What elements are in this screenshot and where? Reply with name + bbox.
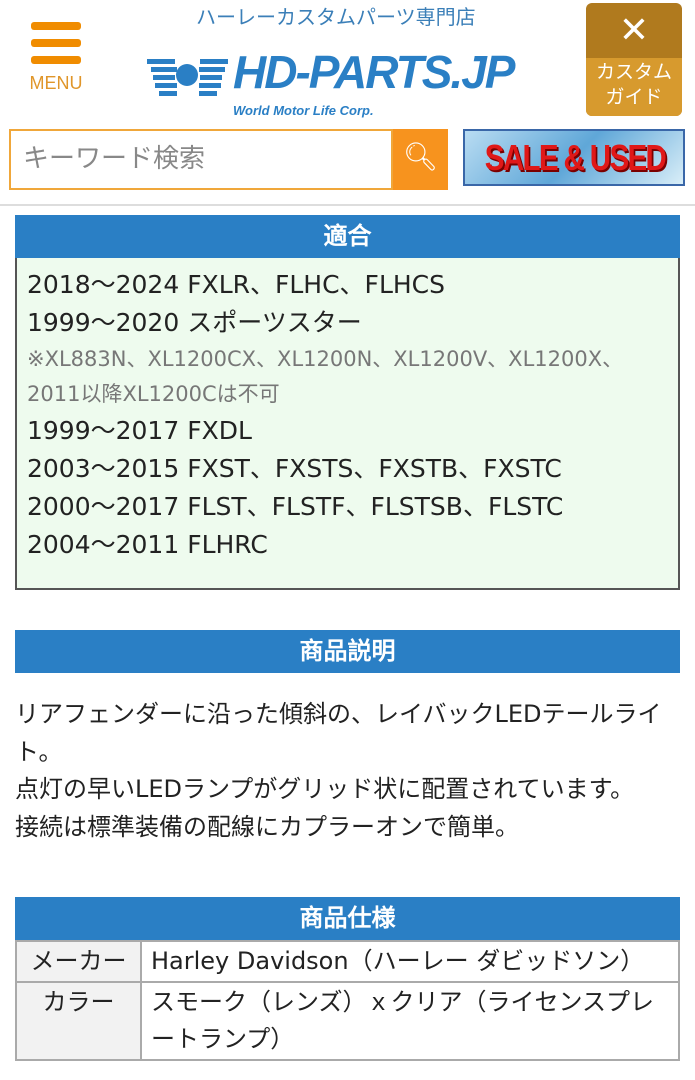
spec-table: メーカー Harley Davidson（ハーレー ダビッドソン） カラー スモーク… — [15, 940, 680, 1061]
search-input[interactable]: キーワード検索 — [9, 129, 393, 190]
logo-subtext: World Motor Life Corp. — [233, 103, 374, 118]
fitment-line: 2003〜2015 FXST、FXSTS、FXSTB、FXSTC — [27, 454, 562, 483]
custom-guide-button[interactable]: ✕ カスタムガイド — [586, 3, 682, 116]
spec-value: スモーク（レンズ）ｘクリア（ライセンスプレートランプ） — [140, 981, 680, 1061]
fitment-line: 1999〜2017 FXDL — [27, 416, 252, 445]
search-icon: 🔍︎ — [402, 140, 439, 173]
description-paragraph: 接続は標準装備の配線にカプラーオンで簡単。 — [15, 812, 519, 841]
description-text: リアフェンダーに沿った傾斜の、レイバックLEDテールライト。 点灯の早いLEDラ… — [15, 696, 680, 846]
fitment-section: 適合 2018〜2024 FXLR、FLHC、FLHCS 1999〜2020 ス… — [15, 215, 680, 590]
site-logo[interactable]: HD-PARTS.JP World Motor Life Corp. — [145, 45, 565, 120]
tagline: ハーレーカスタムパーツ専門店 — [196, 5, 476, 29]
logo-text: HD-PARTS.JP — [233, 46, 515, 98]
site-header: MENU ハーレーカスタムパーツ専門店 HD-PARTS.JP World Mo… — [0, 0, 695, 206]
sale-used-banner[interactable]: SALE & USED — [463, 129, 685, 186]
description-title: 商品説明 — [15, 630, 680, 673]
spec-value: Harley Davidson（ハーレー ダビッドソン） — [140, 940, 680, 983]
guide-label-1: カスタム — [595, 61, 672, 83]
description-paragraph: 点灯の早いLEDランプがグリッド状に配置されています。 — [15, 775, 635, 803]
sale-used-banner-text: SALE & USED — [484, 137, 667, 178]
spec-title: 商品仕様 — [15, 897, 680, 940]
fitment-line: 2018〜2024 FXLR、FLHC、FLHCS — [27, 270, 445, 299]
menu-button[interactable]: MENU — [28, 22, 84, 93]
table-row: カラー スモーク（レンズ）ｘクリア（ライセンスプレートランプ） — [15, 981, 680, 1061]
tools-icon: ✕ — [618, 10, 650, 51]
fitment-line: 2000〜2017 FLST、FLSTF、FLSTSB、FLSTC — [27, 492, 564, 521]
spec-key: メーカー — [15, 940, 142, 983]
fitment-line: 2004〜2011 FLHRC — [27, 530, 268, 559]
guide-label-2: ガイド — [605, 86, 663, 108]
search-button[interactable]: 🔍︎ — [393, 129, 448, 190]
hamburger-icon-bar — [31, 39, 81, 47]
spec-section: 商品仕様 メーカー Harley Davidson（ハーレー ダビッドソン） カラ… — [15, 897, 680, 1061]
fitment-title: 適合 — [15, 215, 680, 258]
hamburger-icon-bar — [31, 56, 81, 64]
hamburger-icon — [31, 22, 81, 30]
menu-label: MENU — [29, 73, 83, 93]
description-section: 商品説明 — [15, 630, 680, 673]
logo-wing-icon — [147, 59, 228, 96]
description-paragraph: リアフェンダーに沿った傾斜の、レイバックLEDテールライト。 — [15, 700, 662, 766]
table-row: メーカー Harley Davidson（ハーレー ダビッドソン） — [15, 940, 680, 983]
fitment-line: 1999〜2020 スポーツスター — [27, 308, 362, 337]
fitment-note: ※XL883N、XL1200CX、XL1200N、XL1200V、XL1200X… — [27, 347, 624, 406]
spec-key: カラー — [15, 981, 142, 1061]
